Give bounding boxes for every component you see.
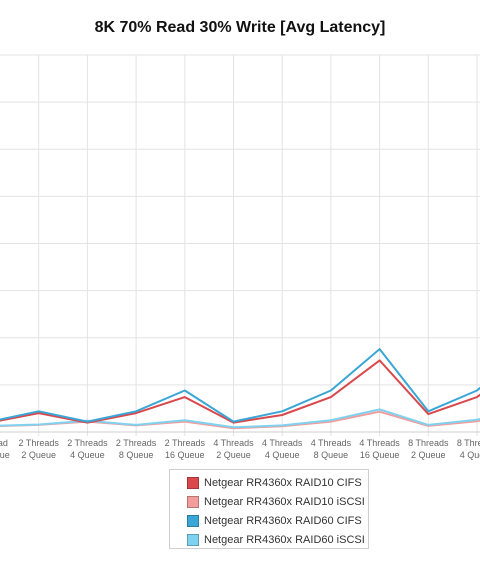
series-line-3 [0,348,480,423]
legend-label: Netgear RR4360x RAID60 iSCSI [204,533,365,546]
legend-item: Netgear RR4360x RAID10 iSCSI [170,492,368,511]
legend-swatch [187,476,199,489]
x-tick-label: 4 Threads 2 Queue [213,438,254,460]
legend-swatch [187,514,199,527]
legend-swatch [187,533,199,546]
legend-label: Netgear RR4360x RAID60 CIFS [204,514,362,527]
x-tick-label: 4 Threads 16 Queue [359,438,400,460]
x-tick-label: 1 Thread16 Queue [0,438,10,460]
x-tick-label: 2 Threads 16 Queue [165,438,206,460]
series-line-4 [0,408,480,429]
chart-series [0,348,480,430]
series-line-1 [0,359,480,424]
x-tick-label: 2 Threads 8 Queue [116,438,157,460]
x-tick-label: 4 Threads 4 Queue [262,438,303,460]
x-tick-label: 8 Threads 2 Queue [408,438,449,460]
legend-label: Netgear RR4360x RAID10 iSCSI [204,495,365,508]
x-tick-label: 2 Threads 2 Queue [19,438,60,460]
legend-item: Netgear RR4360x RAID10 CIFS [170,473,368,492]
series-line-2 [0,410,480,430]
chart-legend: Netgear RR4360x RAID10 CIFS Netgear RR436… [169,469,369,549]
legend-item: Netgear RR4360x RAID60 CIFS [170,511,368,530]
legend-label: Netgear RR4360x RAID10 CIFS [204,476,362,489]
chart-title: 8K 70% Read 30% Write [Avg Latency] [94,19,386,36]
legend-swatch [187,495,199,508]
x-tick-label: 2 Threads 4 Queue [67,438,108,460]
x-tick-label: 4 Threads 8 Queue [311,438,352,460]
legend-item: Netgear RR4360x RAID60 iSCSI [170,530,368,549]
chart-grid [0,54,480,436]
